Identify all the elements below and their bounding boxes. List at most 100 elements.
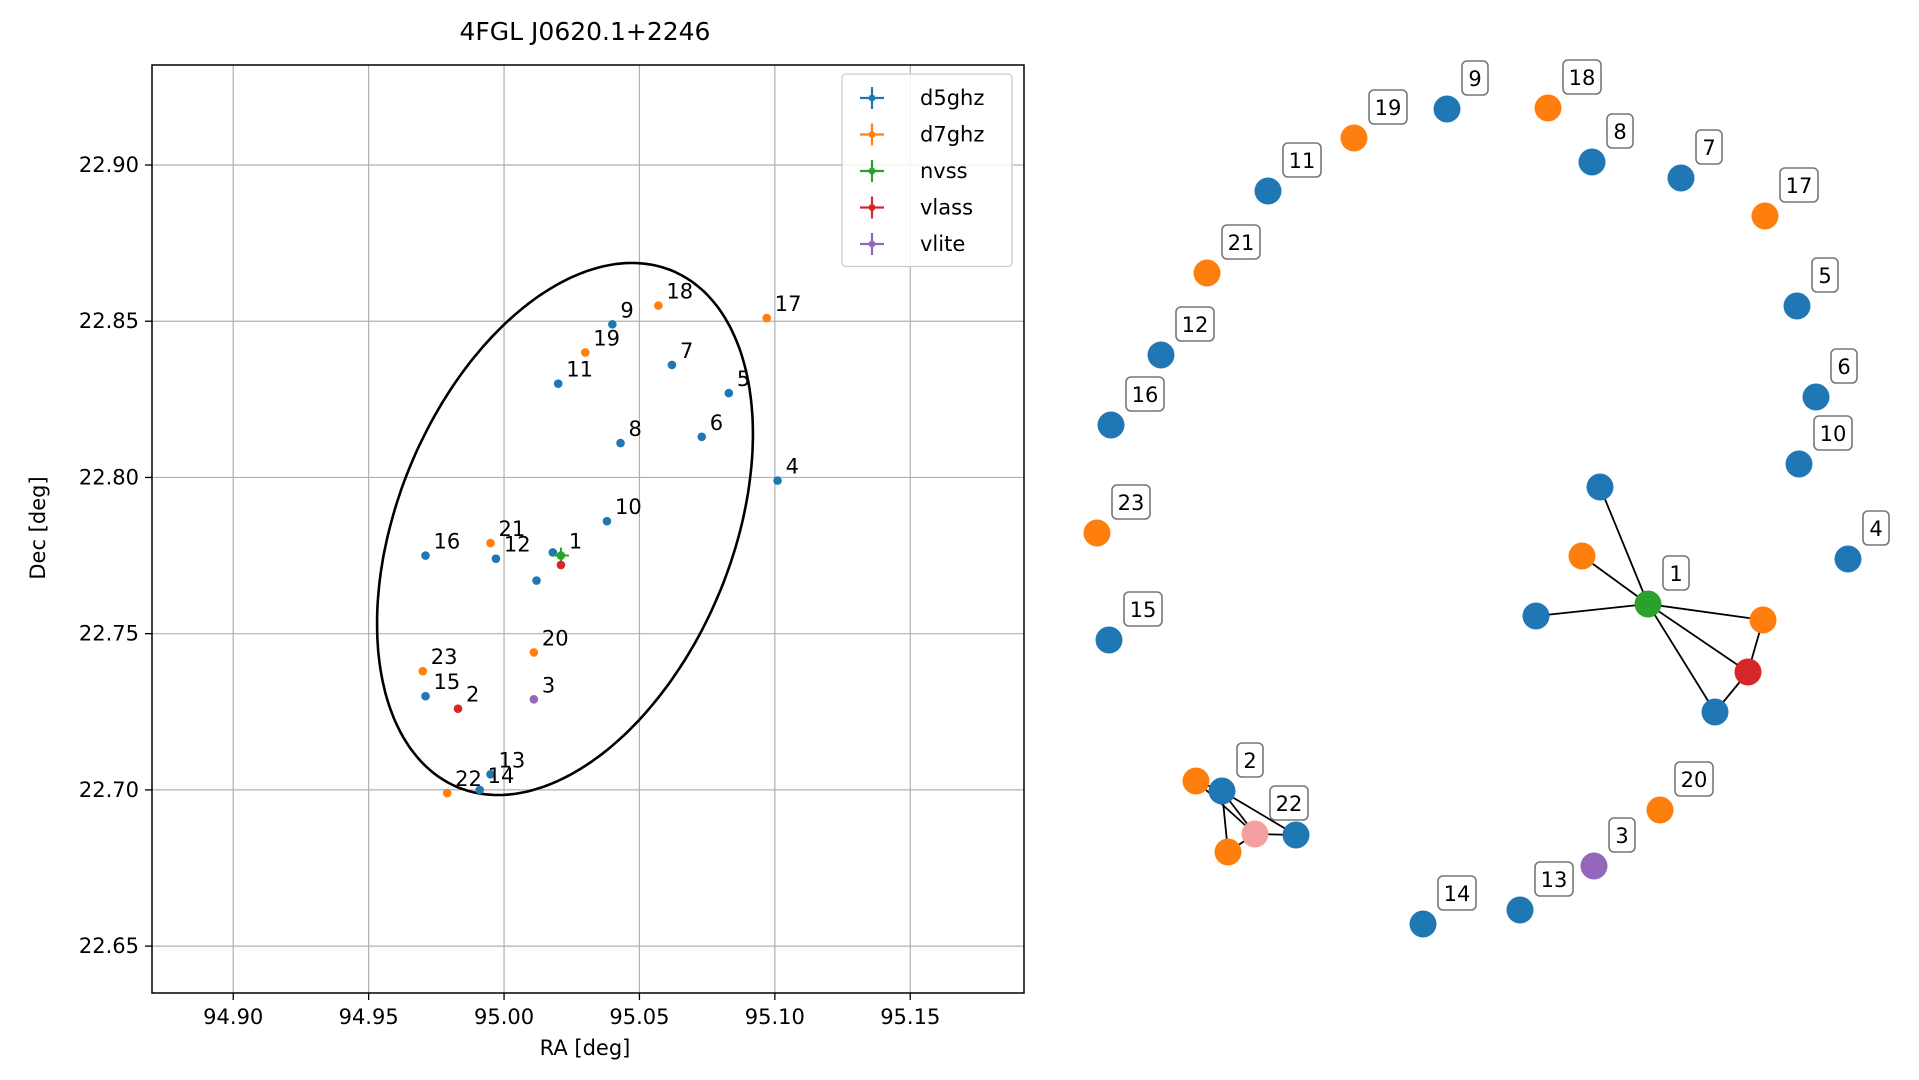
point-marker [486, 769, 495, 779]
data-point: 10 [602, 495, 642, 526]
node-label-box [1830, 348, 1858, 384]
point-marker [616, 438, 625, 448]
node-label-box [1111, 484, 1151, 520]
x-tick-label: 95.05 [609, 1005, 669, 1029]
node-label-text: 2 [1243, 749, 1256, 773]
localization-ellipse [375, 261, 755, 797]
network-node [1734, 658, 1762, 686]
data-point: 17 [762, 292, 801, 323]
data-point: 11 [553, 358, 593, 389]
node-label: 6 [1830, 348, 1858, 384]
legend-entry: d7ghz [860, 123, 984, 147]
network-node [1783, 292, 1811, 320]
x-tick-label: 94.90 [203, 1005, 263, 1029]
node-label-text: 4 [1869, 517, 1882, 541]
node-label-text: 5 [1818, 264, 1831, 288]
node-label-box [1562, 59, 1602, 95]
node-label: 12 [1175, 306, 1215, 342]
node-label-text: 12 [1182, 313, 1209, 337]
node-label: 20 [1674, 761, 1714, 797]
point-label: 14 [488, 764, 515, 788]
node-label-box [1695, 129, 1723, 165]
point-marker [667, 360, 677, 370]
legend-marker-dot [868, 167, 876, 175]
point-marker [762, 313, 772, 323]
network-node [1097, 411, 1125, 439]
network-edge [1647, 603, 1749, 673]
node-label-text: 11 [1289, 149, 1316, 173]
point-marker [773, 476, 782, 485]
node-label: 23 [1111, 484, 1151, 520]
data-point: 9 [608, 298, 634, 329]
node-label-text: 19 [1375, 96, 1402, 120]
node-label: 1 [1662, 555, 1690, 591]
node-label-text: 7 [1702, 136, 1715, 160]
network-node [1785, 450, 1813, 478]
legend-box [841, 73, 1013, 268]
y-axis-ticks: 22.65 22.70 22.75 22.80 22.85 22.90 [79, 153, 152, 958]
localization-ellipse-layer [375, 261, 755, 797]
point-label: 16 [434, 530, 461, 554]
data-point: 1 [552, 530, 582, 564]
point-label: 3 [542, 673, 555, 697]
node-label: 16 [1125, 376, 1165, 412]
network-node [1586, 473, 1614, 501]
node-label-text: 1 [1669, 562, 1682, 586]
network-node [1506, 896, 1534, 924]
network-node [1634, 590, 1662, 618]
node-label: 3 [1608, 817, 1636, 853]
network-edge [1221, 790, 1297, 836]
data-point: 15 [421, 670, 460, 701]
node-label: 22 [1269, 785, 1309, 821]
node-label-text: 14 [1444, 882, 1471, 906]
node-label: 10 [1813, 415, 1853, 451]
node-label: 5 [1811, 257, 1839, 293]
node-label: 4 [1862, 510, 1890, 546]
data-point: 23 [418, 645, 458, 676]
network-node [1083, 519, 1111, 547]
data-point: 6 [697, 411, 723, 442]
data-point: 22 [442, 767, 482, 798]
node-label: 13 [1534, 861, 1574, 897]
network-node [1534, 94, 1562, 122]
point-marker [442, 788, 452, 798]
legend-label: vlass [920, 196, 973, 220]
network-node [1834, 545, 1862, 573]
point-label: 1 [569, 530, 582, 554]
chart-title: 4FGL J0620.1+2246 [460, 17, 711, 46]
data-point [532, 576, 541, 585]
network-edge [1535, 603, 1649, 617]
node-label-box [1282, 142, 1322, 178]
network-node [1751, 202, 1779, 230]
legend-entry: vlite [860, 232, 965, 256]
legend-entry: vlass [860, 196, 973, 220]
point-label: 2 [466, 683, 479, 707]
legend-marker-dot [868, 204, 876, 211]
data-point: 14 [475, 764, 515, 795]
point-marker [532, 576, 541, 585]
node-label-box [1608, 817, 1636, 853]
node-label-box [1125, 376, 1165, 412]
node-label-text: 6 [1837, 355, 1850, 379]
network-node [1646, 796, 1674, 824]
point-label: 19 [593, 326, 620, 350]
point-marker [418, 666, 428, 676]
x-tick-label: 95.10 [745, 1005, 805, 1029]
node-label-box [1813, 415, 1853, 451]
x-tick-label: 95.00 [474, 1005, 534, 1029]
network-node [1580, 852, 1608, 880]
node-label: 2 [1236, 742, 1264, 778]
point-label: 8 [628, 417, 641, 441]
network-node [1193, 259, 1221, 287]
node-label-box [1662, 555, 1690, 591]
node-label: 9 [1461, 60, 1489, 96]
network-node [1409, 910, 1437, 938]
point-label: 20 [542, 626, 569, 650]
network-node [1802, 383, 1830, 411]
network-node [1749, 606, 1777, 634]
data-point: 16 [421, 530, 460, 560]
point-marker [421, 551, 430, 560]
plot-frame [151, 64, 1025, 994]
data-point: 18 [654, 280, 693, 310]
